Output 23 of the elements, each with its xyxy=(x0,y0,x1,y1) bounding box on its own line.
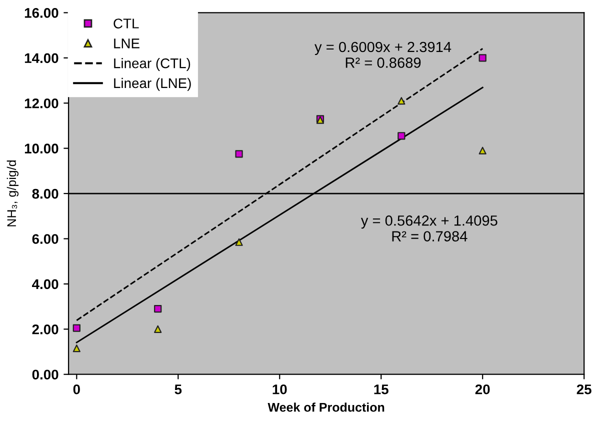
y-tick-label: 0.00 xyxy=(32,370,58,380)
y-tick-label: 4.00 xyxy=(32,279,58,290)
x-tick-label: 25 xyxy=(576,384,592,394)
legend-label: LNE xyxy=(114,38,140,48)
annotation: y = 0.6009x + 2.3914 R² = 0.8689 xyxy=(314,42,452,68)
x-axis-title: Week of Production xyxy=(268,402,384,412)
x-tick-label: 0 xyxy=(73,384,80,394)
y-tick-label: 6.00 xyxy=(32,234,58,244)
x-tick-label: 5 xyxy=(174,384,182,394)
y-tick-label: 10.00 xyxy=(24,144,58,154)
legend-label: Linear (CTL) xyxy=(114,58,190,71)
y-tick-label: 2.00 xyxy=(32,324,58,334)
legend-label: Linear (LNE) xyxy=(114,78,191,91)
y-axis-title: NH₃, g/pig/d xyxy=(6,160,19,226)
y-tick-label: 14.00 xyxy=(24,53,58,64)
x-tick-label: 20 xyxy=(475,384,490,394)
x-tick-label: 15 xyxy=(374,384,388,394)
y-tick-label: 12.00 xyxy=(24,98,58,108)
y-tick-label: 8.00 xyxy=(32,188,58,199)
y-tick-label: 16.00 xyxy=(24,8,58,18)
x-tick-label: 10 xyxy=(272,384,287,394)
annotation: y = 0.5642x + 1.4095 R² = 0.7984 xyxy=(360,215,498,242)
legend-label: CTL xyxy=(114,18,139,28)
